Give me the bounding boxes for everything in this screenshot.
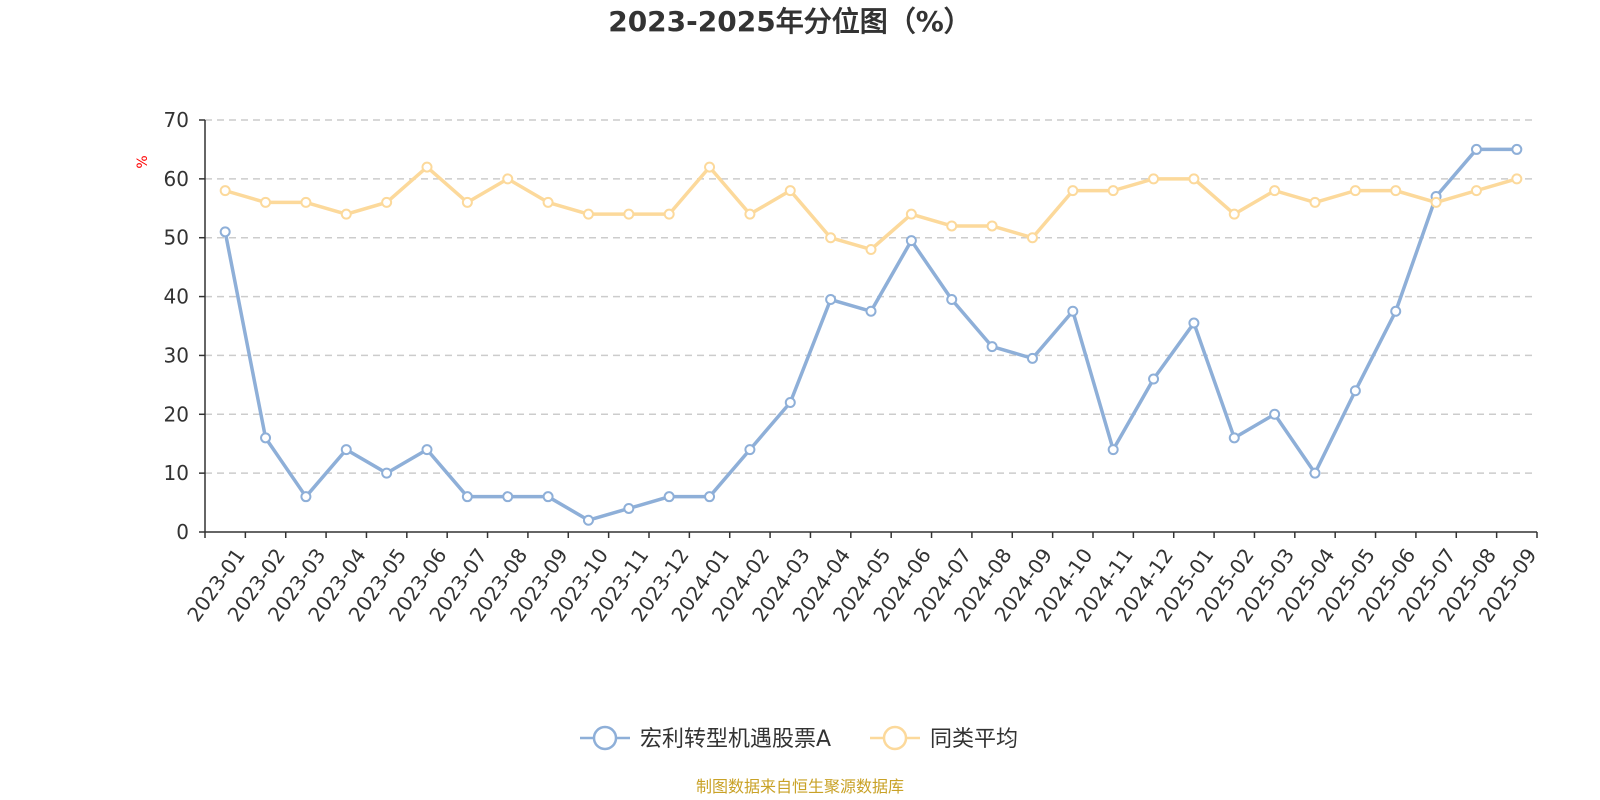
data-point[interactable]: [542, 491, 554, 503]
y-tick-label: 50: [164, 226, 189, 250]
data-point[interactable]: [381, 467, 393, 479]
data-point[interactable]: [663, 208, 675, 220]
data-point[interactable]: [1148, 173, 1160, 185]
data-point[interactable]: [1430, 196, 1442, 208]
y-tick-label: 20: [164, 402, 189, 426]
data-point[interactable]: [1067, 185, 1079, 197]
data-point[interactable]: [300, 196, 312, 208]
data-point[interactable]: [1107, 444, 1119, 456]
y-tick-label: 70: [164, 108, 189, 132]
legend-marker-icon: [882, 725, 908, 751]
data-point[interactable]: [825, 232, 837, 244]
data-point[interactable]: [1309, 196, 1321, 208]
data-point[interactable]: [1188, 173, 1200, 185]
data-point[interactable]: [825, 294, 837, 306]
data-point[interactable]: [1026, 352, 1038, 364]
data-point[interactable]: [340, 444, 352, 456]
y-tick-label: 10: [164, 461, 189, 485]
legend-item-0[interactable]: 宏利转型机遇股票A: [580, 725, 831, 752]
data-point[interactable]: [260, 196, 272, 208]
data-point[interactable]: [1026, 232, 1038, 244]
data-point[interactable]: [946, 220, 958, 232]
data-point[interactable]: [582, 208, 594, 220]
data-point[interactable]: [905, 235, 917, 247]
data-point[interactable]: [1511, 173, 1523, 185]
data-point[interactable]: [784, 397, 796, 409]
data-point[interactable]: [1269, 185, 1281, 197]
data-point[interactable]: [1390, 185, 1402, 197]
legend[interactable]: 宏利转型机遇股票A 同类平均: [580, 725, 1018, 752]
data-point[interactable]: [905, 208, 917, 220]
series-0: [219, 143, 1523, 526]
data-point[interactable]: [502, 173, 514, 185]
data-point[interactable]: [623, 208, 635, 220]
series-line: [223, 147, 1517, 522]
chart-title: 2023-2025年分位图（%）: [608, 5, 972, 38]
y-tick-label: 30: [164, 343, 189, 367]
data-point[interactable]: [582, 514, 594, 526]
y-axis-label: %: [135, 155, 151, 168]
data-point[interactable]: [784, 185, 796, 197]
data-point[interactable]: [1390, 305, 1402, 317]
data-point[interactable]: [340, 208, 352, 220]
axes: 0102030405060702023-012023-022023-032023…: [164, 108, 1542, 626]
data-point[interactable]: [1511, 143, 1523, 155]
legend-marker-icon: [592, 725, 618, 751]
series-lines: [219, 143, 1523, 526]
data-point[interactable]: [986, 341, 998, 353]
data-point[interactable]: [502, 491, 514, 503]
data-point[interactable]: [1107, 185, 1119, 197]
data-point[interactable]: [461, 196, 473, 208]
data-point[interactable]: [1470, 185, 1482, 197]
y-tick-label: 40: [164, 285, 189, 309]
legend-label: 宏利转型机遇股票A: [640, 727, 831, 752]
data-point[interactable]: [1148, 373, 1160, 385]
data-point[interactable]: [704, 161, 716, 173]
data-point[interactable]: [300, 491, 312, 503]
data-point[interactable]: [663, 491, 675, 503]
source-note: 制图数据来自恒生聚源数据库: [696, 777, 904, 796]
data-point[interactable]: [381, 196, 393, 208]
data-point[interactable]: [1349, 385, 1361, 397]
data-point[interactable]: [260, 432, 272, 444]
data-point[interactable]: [865, 243, 877, 255]
data-point[interactable]: [744, 208, 756, 220]
data-point[interactable]: [865, 305, 877, 317]
data-point[interactable]: [1228, 208, 1240, 220]
data-point[interactable]: [1470, 143, 1482, 155]
y-tick-label: 0: [176, 520, 189, 544]
data-point[interactable]: [986, 220, 998, 232]
data-point[interactable]: [744, 444, 756, 456]
legend-label: 同类平均: [930, 727, 1018, 752]
data-point[interactable]: [1349, 185, 1361, 197]
data-point[interactable]: [542, 196, 554, 208]
data-point[interactable]: [421, 444, 433, 456]
grid-lines: [205, 119, 1537, 474]
data-point[interactable]: [1067, 305, 1079, 317]
data-point[interactable]: [219, 185, 231, 197]
series-1: [219, 161, 1523, 255]
data-point[interactable]: [219, 226, 231, 238]
data-point[interactable]: [461, 491, 473, 503]
data-point[interactable]: [704, 491, 716, 503]
data-point[interactable]: [1188, 317, 1200, 329]
data-point[interactable]: [946, 294, 958, 306]
data-point[interactable]: [623, 502, 635, 514]
data-point[interactable]: [1269, 408, 1281, 420]
data-point[interactable]: [1228, 432, 1240, 444]
data-point[interactable]: [1309, 467, 1321, 479]
y-tick-label: 60: [164, 167, 189, 191]
legend-item-1[interactable]: 同类平均: [870, 725, 1018, 752]
data-point[interactable]: [421, 161, 433, 173]
